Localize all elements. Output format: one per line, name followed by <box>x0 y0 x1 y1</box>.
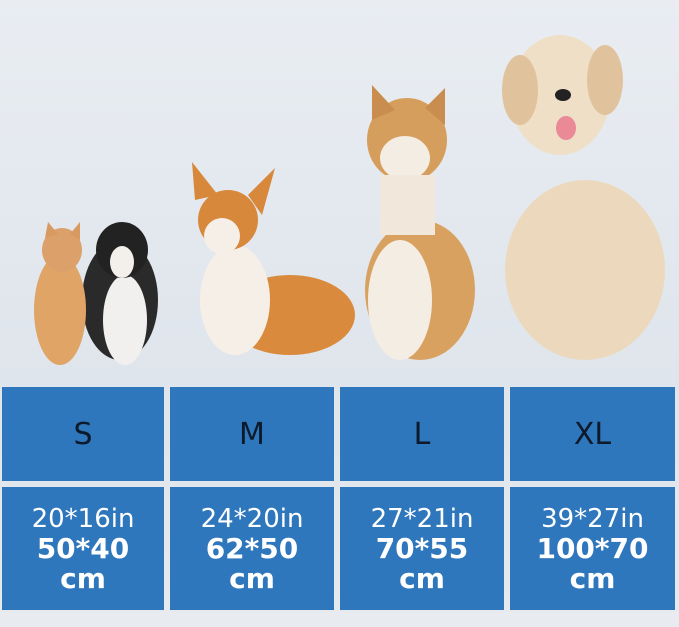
cm-dimension: 100*70 <box>536 531 649 565</box>
cm-unit: cm <box>60 561 106 595</box>
size-label: S <box>73 416 93 452</box>
cm-dimension: 62*50 <box>205 531 299 565</box>
cm-unit: cm <box>569 561 616 595</box>
cm-dimension: 70*55 <box>375 531 469 565</box>
bottom-strip <box>0 612 679 627</box>
cm-unit: cm <box>399 561 445 595</box>
size-cell-xl: XL <box>510 387 675 481</box>
corgi-image <box>192 162 355 355</box>
size-cell-l: L <box>340 387 504 481</box>
size-label: XL <box>573 416 612 452</box>
dimension-cell-l: 27*21in 70*55 cm <box>340 487 504 610</box>
inch-dimension: 20*16in <box>31 503 135 534</box>
dimension-cell-s: 20*16in 50*40 cm <box>2 487 164 610</box>
cm-dimension: 50*40 <box>36 531 130 565</box>
inch-dimension: 27*21in <box>370 503 474 534</box>
cat-and-puppy-image <box>34 222 158 365</box>
inch-dimension: 39*27in <box>541 503 644 534</box>
pets-illustration <box>34 35 665 365</box>
shiba-inu-image <box>365 85 475 360</box>
inch-dimension: 24*20in <box>200 503 304 534</box>
size-label: M <box>239 416 265 452</box>
dimension-cell-m: 24*20in 62*50 cm <box>170 487 334 610</box>
dimension-cell-xl: 39*27in 100*70 cm <box>510 487 675 610</box>
size-cell-m: M <box>170 387 334 481</box>
size-cell-s: S <box>2 387 164 481</box>
size-chart: S M L XL 20*16in 50*40 cm 24*20in 62*50 … <box>2 387 675 611</box>
size-label: L <box>413 416 431 452</box>
cm-unit: cm <box>229 561 275 595</box>
golden-retriever-image <box>502 35 665 360</box>
